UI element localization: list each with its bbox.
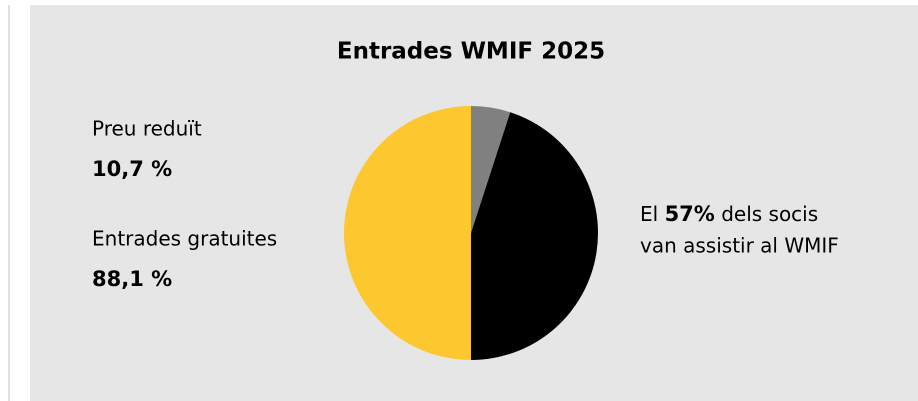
note-part: dels socis <box>721 202 818 226</box>
chart-title: Entrades WMIF 2025 <box>337 39 605 65</box>
side-rule <box>8 5 10 401</box>
note-highlight: 57% <box>665 202 715 226</box>
pie <box>344 106 598 360</box>
reduced-label: Preu reduït <box>92 117 202 141</box>
pie-slice <box>471 106 511 233</box>
pie-slice <box>344 106 471 360</box>
reduced-value: 10,7 % <box>92 157 172 181</box>
members-note: El 57% dels socis <box>640 202 818 227</box>
free-label: Entrades gratuites <box>92 227 277 251</box>
note-part: El <box>640 202 658 226</box>
pie-slice <box>471 112 598 360</box>
free-value: 88,1 % <box>92 267 172 291</box>
members-note-line2: van assistir al WMIF <box>640 234 839 258</box>
